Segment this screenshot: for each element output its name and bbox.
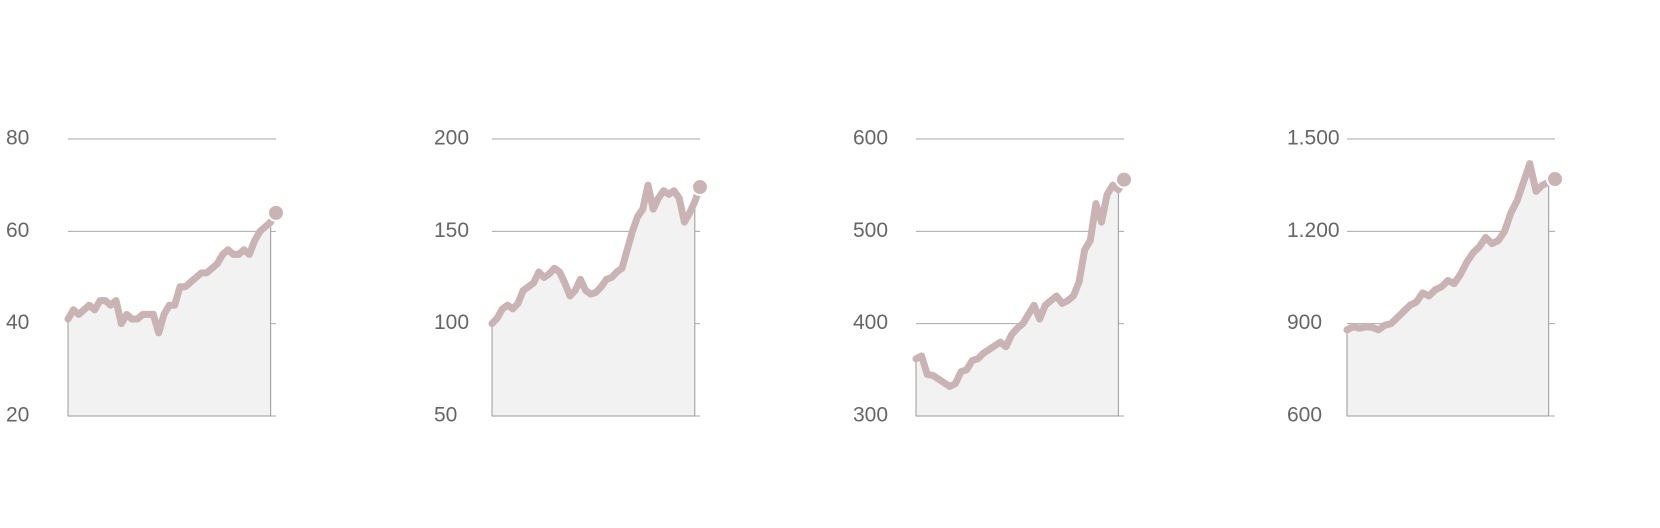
y-tick-label: 20 — [6, 404, 29, 427]
y-tick-label: 600 — [1287, 404, 1322, 427]
y-tick-label: 1.200 — [1287, 219, 1340, 242]
line — [1343, 160, 1559, 334]
y-tick-label: 900 — [1287, 311, 1322, 334]
y-tick-label: 40 — [6, 311, 29, 334]
y-tick-label: 400 — [853, 311, 888, 334]
y-tick-label: 500 — [853, 219, 888, 242]
line — [64, 209, 280, 337]
y-tick-label: 60 — [6, 219, 29, 242]
y-tick-label: 50 — [434, 404, 457, 427]
end-dot — [691, 178, 709, 197]
y-tick-label: 100 — [434, 311, 469, 334]
y-tick-label: 300 — [853, 404, 888, 427]
end-dot — [1115, 170, 1133, 189]
line — [912, 176, 1128, 390]
end-dot — [1546, 170, 1564, 189]
y-tick-label: 200 — [434, 127, 469, 150]
y-tick-label: 80 — [6, 127, 29, 150]
y-tick-label: 1.500 — [1287, 127, 1340, 150]
y-tick-label: 150 — [434, 219, 469, 242]
end-dot — [267, 203, 285, 222]
y-tick-label: 600 — [853, 127, 888, 150]
line — [488, 181, 704, 328]
